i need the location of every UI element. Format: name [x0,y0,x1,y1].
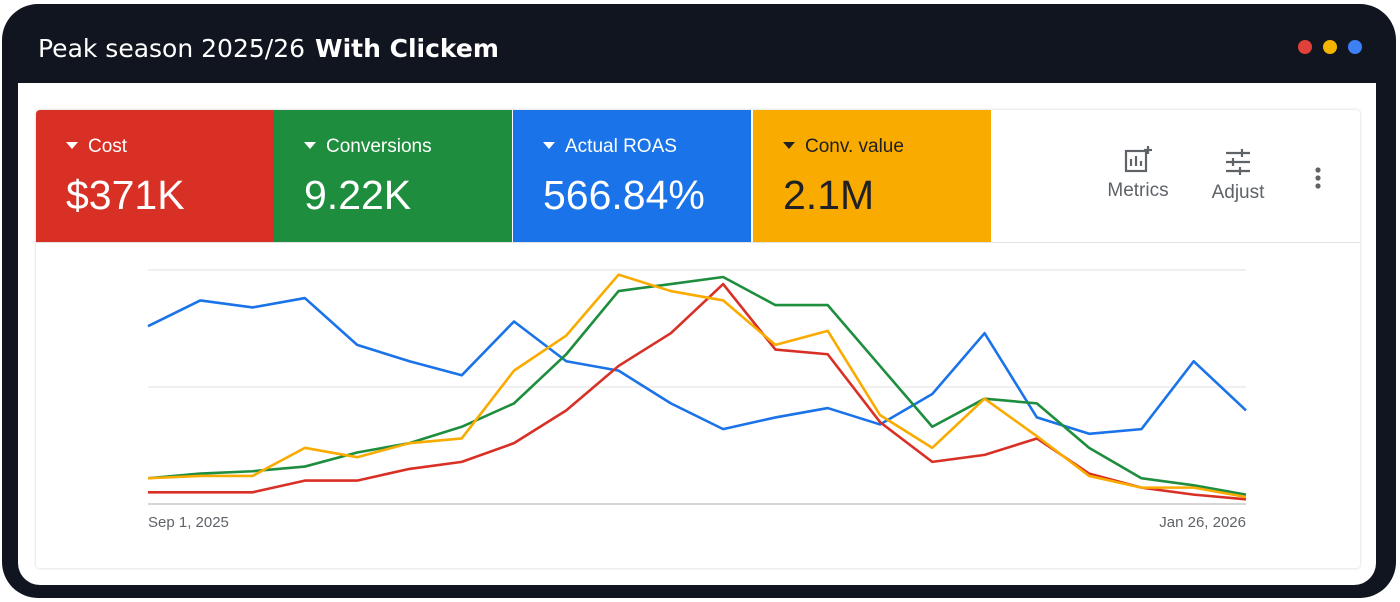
content-area: Cost $371K Conversions 9.22K Actual ROAS… [18,83,1376,585]
metric-value: $371K [66,172,185,218]
title-bar: Peak season 2025/26 With Clickem [2,4,1396,84]
series-line-3 [147,273,1247,499]
metrics-button[interactable]: Metrics [1103,146,1173,202]
series-line-2 [147,275,1247,496]
adjust-button[interactable]: Adjust [1203,148,1273,204]
caret-down-icon [543,142,555,149]
metric-label: Actual ROAS [543,136,677,158]
window-controls [1298,40,1362,54]
metric-tile-conv-value[interactable]: Conv. value 2.1M [753,110,991,242]
x-tick-label-end: Jan 26, 2026 [1159,514,1246,531]
metric-value: 9.22K [304,172,412,218]
window-title: Peak season 2025/26 With Clickem [38,34,499,63]
metric-tile-conversions[interactable]: Conversions 9.22K [274,110,512,242]
metric-label: Conversions [304,136,432,158]
metric-label: Cost [66,136,127,158]
x-tick-label-start: Sep 1, 2025 [148,514,229,531]
maximize-dot[interactable] [1348,40,1362,54]
title-text: Peak season 2025/26 [38,34,306,63]
metric-tile-cost[interactable]: Cost $371K [36,110,274,242]
metrics-chart-icon [1124,146,1152,173]
metric-tile-actual-roas[interactable]: Actual ROAS 566.84% [513,110,751,242]
caret-down-icon [783,142,795,149]
metric-value: 566.84% [543,172,705,218]
metric-label: Conv. value [783,136,904,158]
divider [36,242,1360,243]
adjust-label: Adjust [1211,182,1265,203]
metrics-label: Metrics [1107,180,1169,201]
more-vert-icon[interactable] [1314,166,1322,192]
chart-grid [148,269,1246,505]
performance-card: Cost $371K Conversions 9.22K Actual ROAS… [36,110,1360,568]
window: Peak season 2025/26 With Clickem Cost $37… [2,4,1396,598]
line-chart: Sep 1, 2025 Jan 26, 2026 [147,269,1247,531]
chart-series [147,273,1247,501]
minimize-dot[interactable] [1323,40,1337,54]
series-line-1 [148,282,1247,501]
caret-down-icon [304,142,316,149]
metric-value: 2.1M [783,172,875,218]
caret-down-icon [66,142,78,149]
close-dot[interactable] [1298,40,1312,54]
title-brand: With Clickem [315,34,499,63]
sliders-icon [1226,149,1250,175]
series-line-0 [147,296,1247,436]
